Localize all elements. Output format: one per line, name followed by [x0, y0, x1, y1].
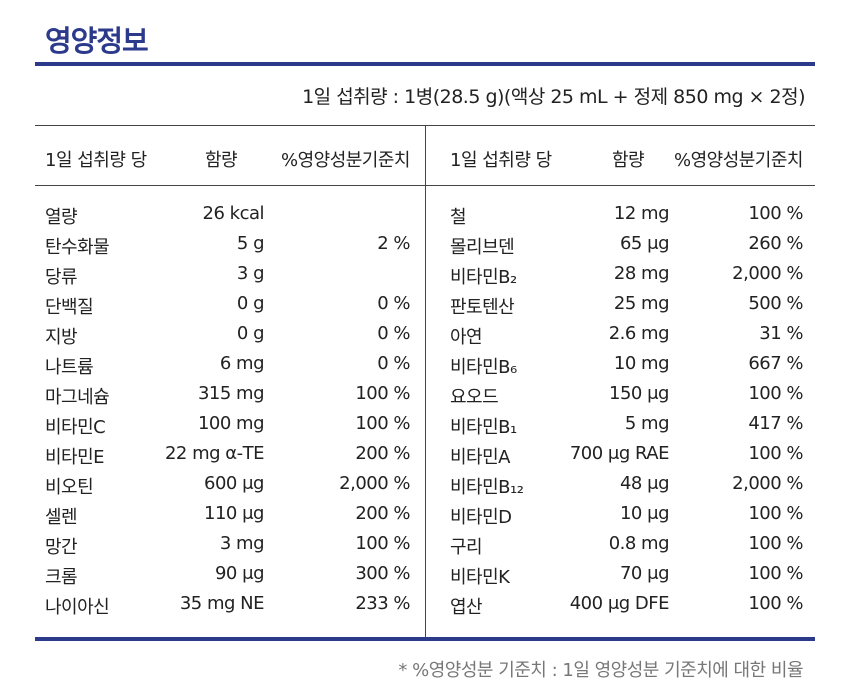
- left-nutrient-name: 비타민C: [45, 417, 106, 438]
- right-nutrient-amount: 400 μg DFE: [569, 593, 670, 614]
- right-nutrient-name: 비타민B₂: [450, 267, 517, 288]
- left-nutrient-percent: 2,000 %: [339, 473, 410, 494]
- right-nutrient-percent: 100 %: [748, 593, 803, 614]
- left-nutrient-name: 지방: [45, 327, 78, 348]
- left-nutrient-percent: 300 %: [355, 563, 410, 584]
- left-nutrient-name: 탄수화물: [45, 237, 110, 258]
- right-nutrient-amount: 10 mg: [613, 353, 670, 374]
- bottom-rule: [35, 637, 815, 641]
- left-nutrient-amount: 22 mg α-TE: [164, 443, 265, 464]
- left-nutrient-name: 단백질: [45, 297, 94, 318]
- column-divider: [425, 126, 426, 637]
- left-nutrient-percent: 233 %: [355, 593, 410, 614]
- left-nutrient-percent: 0 %: [377, 293, 410, 314]
- left-nutrient-amount: 600 μg: [204, 473, 264, 494]
- left-nutrient-amount: 3 mg: [219, 533, 265, 554]
- left-nutrient-name: 망간: [45, 537, 78, 558]
- right-nutrient-name: 판토텐산: [450, 297, 515, 318]
- left-nutrient-name: 마그네슘: [45, 387, 110, 408]
- right-nutrient-name: 비타민B₁₂: [450, 477, 524, 498]
- header-top-rule: [35, 125, 815, 126]
- left-nutrient-name: 셀렌: [45, 507, 78, 528]
- left-nutrient-amount: 0 g: [236, 323, 265, 344]
- left-nutrient-amount: 5 g: [236, 233, 265, 254]
- left-nutrient-percent: 100 %: [355, 383, 410, 404]
- left-nutrient-name: 열량: [45, 207, 78, 228]
- right-nutrient-name: 아연: [450, 327, 483, 348]
- left-nutrient-percent: 200 %: [355, 443, 410, 464]
- left-nutrient-amount: 3 g: [236, 263, 265, 284]
- right-nutrient-percent: 417 %: [748, 413, 803, 434]
- right-nutrient-percent: 100 %: [748, 563, 803, 584]
- right-nutrient-percent: 100 %: [748, 383, 803, 404]
- right-nutrient-name: 비타민B₆: [450, 357, 517, 378]
- left-header-percent: %영양성분기준치: [280, 150, 411, 171]
- left-nutrient-amount: 0 g: [236, 293, 265, 314]
- right-header-amount: 함량: [612, 150, 645, 171]
- left-nutrient-name: 나이아신: [45, 597, 110, 618]
- left-nutrient-amount: 35 mg NE: [179, 593, 265, 614]
- left-nutrient-amount: 90 μg: [214, 563, 265, 584]
- right-nutrient-amount: 12 mg: [613, 203, 670, 224]
- right-nutrient-amount: 10 μg: [619, 503, 670, 524]
- right-nutrient-name: 비타민K: [450, 567, 510, 588]
- right-header-percent: %영양성분기준치: [673, 150, 804, 171]
- footnote: * %영양성분 기준치 : 1일 영양성분 기준치에 대한 비율: [398, 660, 803, 681]
- right-nutrient-amount: 25 mg: [613, 293, 670, 314]
- right-nutrient-name: 철: [450, 207, 467, 228]
- right-nutrient-amount: 48 μg: [619, 473, 670, 494]
- right-nutrient-name: 비타민D: [450, 507, 512, 528]
- right-nutrient-percent: 260 %: [748, 233, 803, 254]
- right-nutrient-name: 몰리브덴: [450, 237, 515, 258]
- top-rule: [35, 62, 815, 66]
- right-nutrient-name: 구리: [450, 537, 483, 558]
- right-nutrient-name: 요오드: [450, 387, 499, 408]
- right-nutrient-percent: 31 %: [759, 323, 803, 344]
- serving-size: 1일 섭취량 : 1병(28.5 g)(액상 25 mL + 정제 850 mg…: [302, 86, 805, 108]
- left-nutrient-name: 비타민E: [45, 447, 105, 468]
- left-header-amount: 함량: [205, 150, 238, 171]
- left-nutrient-amount: 100 mg: [197, 413, 265, 434]
- right-nutrient-percent: 100 %: [748, 533, 803, 554]
- left-nutrient-name: 크롬: [45, 567, 78, 588]
- right-nutrient-percent: 100 %: [748, 203, 803, 224]
- left-nutrient-amount: 110 μg: [204, 503, 264, 524]
- right-nutrient-amount: 70 μg: [619, 563, 670, 584]
- left-nutrient-percent: 100 %: [355, 413, 410, 434]
- right-nutrient-percent: 667 %: [748, 353, 803, 374]
- left-nutrient-name: 비오틴: [45, 477, 94, 498]
- left-nutrient-percent: 100 %: [355, 533, 410, 554]
- left-nutrient-percent: 2 %: [377, 233, 410, 254]
- left-nutrient-amount: 315 mg: [197, 383, 265, 404]
- right-nutrient-percent: 100 %: [748, 503, 803, 524]
- left-nutrient-percent: 0 %: [377, 323, 410, 344]
- right-nutrient-amount: 150 μg: [609, 383, 669, 404]
- page-title: 영양정보: [45, 24, 149, 58]
- left-nutrient-amount: 26 kcal: [202, 203, 265, 224]
- right-nutrient-name: 비타민A: [450, 447, 511, 468]
- right-nutrient-amount: 65 μg: [619, 233, 670, 254]
- left-nutrient-name: 당류: [45, 267, 78, 288]
- right-nutrient-name: 비타민B₁: [450, 417, 517, 438]
- right-nutrient-amount: 700 μg RAE: [569, 443, 670, 464]
- right-nutrient-percent: 2,000 %: [732, 473, 803, 494]
- right-nutrient-amount: 28 mg: [613, 263, 670, 284]
- right-nutrient-name: 엽산: [450, 597, 483, 618]
- right-nutrient-amount: 5 mg: [624, 413, 670, 434]
- right-nutrient-amount: 2.6 mg: [608, 323, 670, 344]
- right-nutrient-percent: 500 %: [748, 293, 803, 314]
- left-nutrient-name: 나트륨: [45, 357, 94, 378]
- left-nutrient-percent: 0 %: [377, 353, 410, 374]
- left-nutrient-percent: 200 %: [355, 503, 410, 524]
- right-nutrient-percent: 100 %: [748, 443, 803, 464]
- right-nutrient-percent: 2,000 %: [732, 263, 803, 284]
- left-header-name: 1일 섭취량 당: [45, 150, 147, 171]
- right-nutrient-amount: 0.8 mg: [608, 533, 670, 554]
- left-nutrient-amount: 6 mg: [219, 353, 265, 374]
- right-header-name: 1일 섭취량 당: [450, 150, 552, 171]
